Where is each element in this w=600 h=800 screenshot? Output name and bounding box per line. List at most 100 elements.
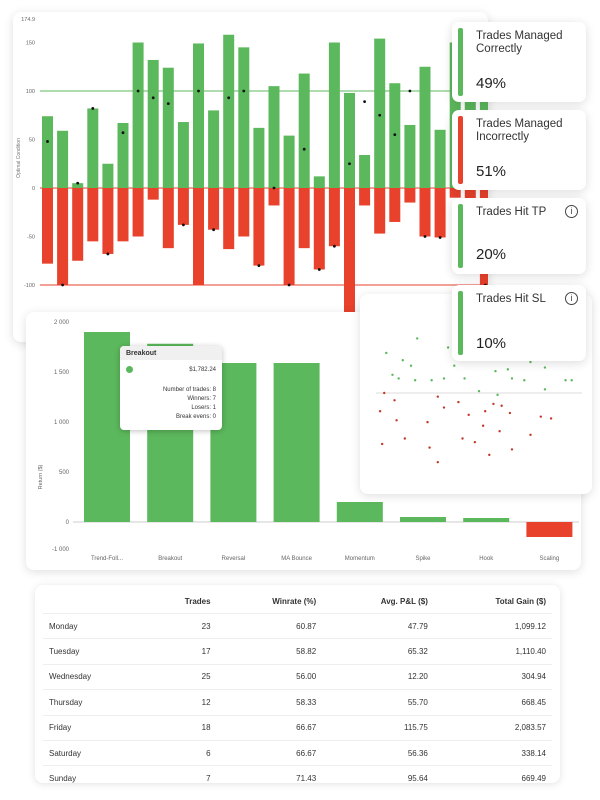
scatter-point-red — [457, 400, 460, 404]
green-bar — [57, 130, 69, 188]
marker-point — [46, 140, 49, 143]
x-tick-label: Hook — [479, 556, 494, 562]
y-tick-label: 150 — [26, 41, 35, 47]
cell-avg-pnl: 95.64 — [322, 765, 434, 791]
stat-card-managed-correctly: Trades Managed Correctly 49% — [452, 22, 586, 102]
green-bar — [72, 183, 84, 188]
scatter-point-green — [496, 393, 499, 397]
green-bar — [177, 122, 189, 188]
red-bar — [57, 188, 69, 285]
scatter-point-red — [529, 433, 532, 437]
red-bar — [208, 188, 220, 230]
green-bar — [283, 135, 295, 188]
x-tick-label: Spike — [415, 556, 431, 562]
scatter-point-red — [426, 420, 429, 424]
cell-day: Thursday — [43, 689, 146, 716]
green-bar — [344, 92, 355, 188]
marker-point — [408, 89, 412, 93]
cell-day: Monday — [43, 612, 146, 639]
scatter-point-red — [488, 453, 491, 457]
scatter-point-green — [453, 364, 456, 367]
tooltip-title: Breakout — [120, 346, 222, 360]
red-bar — [268, 188, 280, 206]
scatter-point-green — [463, 377, 466, 380]
stat-title: Trades Hit TP — [476, 206, 547, 218]
red-bar — [223, 188, 235, 250]
red-bar — [283, 188, 295, 285]
stat-title: Trades Managed Correctly — [476, 30, 563, 55]
y-axis-max-label: 174.9 — [21, 17, 35, 23]
green-bar — [268, 86, 280, 188]
table-row: Sunday 7 71.43 95.64 669.49 — [43, 765, 552, 791]
strategy-bar — [273, 363, 320, 522]
scatter-point-red — [498, 430, 501, 433]
red-bar — [132, 188, 144, 237]
y-tick-label: 0 — [66, 520, 70, 526]
scatter-point-green — [494, 369, 497, 373]
red-bar — [193, 188, 204, 285]
y-tick-label: -50 — [27, 235, 35, 241]
green-bar — [404, 124, 416, 188]
green-bar — [42, 116, 53, 188]
cell-avg-pnl: 12.20 — [322, 663, 434, 690]
tooltip-line-break-evens: Break evens: 0 — [175, 414, 216, 420]
green-bar — [117, 123, 129, 188]
cell-day: Sunday — [43, 765, 146, 791]
scatter-point-green — [409, 364, 413, 367]
weekday-performance-table: Trades Winrate (%) Avg. P&L ($) Total Ga… — [43, 589, 552, 791]
table-row: Saturday 6 66.67 56.36 338.14 — [43, 739, 552, 766]
green-bar — [298, 73, 310, 188]
x-tick-label: Scaling — [540, 556, 560, 562]
scatter-point-green — [510, 377, 514, 380]
green-bar — [193, 43, 204, 188]
stat-accent-bar — [458, 291, 463, 355]
info-icon[interactable]: i — [565, 205, 578, 218]
cell-day: Saturday — [43, 739, 146, 766]
marker-point — [438, 236, 442, 239]
x-tick-label: Momentum — [345, 556, 375, 562]
stat-value: 49% — [476, 75, 507, 92]
green-bar — [223, 34, 235, 189]
scatter-point-red — [508, 411, 512, 415]
scatter-point-red — [442, 406, 446, 409]
table-row: Tuesday 17 58.82 65.32 1,110.40 — [43, 638, 552, 665]
cell-winrate: 60.87 — [216, 612, 323, 639]
y-tick-label: 0 — [32, 186, 35, 192]
red-bar — [374, 188, 386, 234]
marker-point — [197, 89, 200, 93]
marker-point — [76, 181, 80, 185]
y-axis-title: Return ($) — [38, 464, 44, 489]
cell-winrate: 66.67 — [216, 739, 323, 766]
y-tick-label: 100 — [26, 89, 35, 95]
green-bar — [147, 59, 159, 189]
y-tick-label: 1 000 — [54, 420, 70, 426]
green-bar — [87, 108, 99, 188]
cell-total-gain: 1,110.40 — [433, 638, 552, 665]
cell-total-gain: 338.14 — [433, 739, 552, 766]
scatter-point-green — [391, 373, 394, 376]
scatter-point-red — [436, 460, 439, 464]
info-icon[interactable]: i — [565, 292, 578, 305]
scatter-point-red — [510, 448, 514, 451]
marker-point — [393, 133, 397, 137]
green-bar — [328, 42, 340, 188]
stat-card-managed-incorrectly: Trades Managed Incorrectly 51% — [452, 110, 586, 190]
marker-point — [91, 107, 95, 110]
stat-card-hit-tp: Trades Hit TP i 20% — [452, 198, 586, 274]
marker-point — [61, 283, 64, 287]
scatter-point-red — [492, 402, 495, 406]
marker-point — [182, 223, 185, 227]
marker-point — [212, 228, 216, 232]
cell-total-gain: 2,083.57 — [433, 714, 552, 741]
cell-day: Tuesday — [43, 638, 146, 665]
cell-avg-pnl: 115.75 — [322, 714, 434, 741]
red-bar — [419, 188, 431, 237]
cell-trades: 7 — [145, 765, 217, 791]
y-tick-label: 1 500 — [54, 370, 70, 376]
scatter-point-red — [461, 437, 464, 440]
green-bar — [162, 67, 174, 188]
marker-point — [166, 102, 170, 106]
red-bar — [42, 188, 53, 264]
cell-total-gain: 668.45 — [433, 689, 552, 716]
green-bar — [419, 66, 431, 188]
